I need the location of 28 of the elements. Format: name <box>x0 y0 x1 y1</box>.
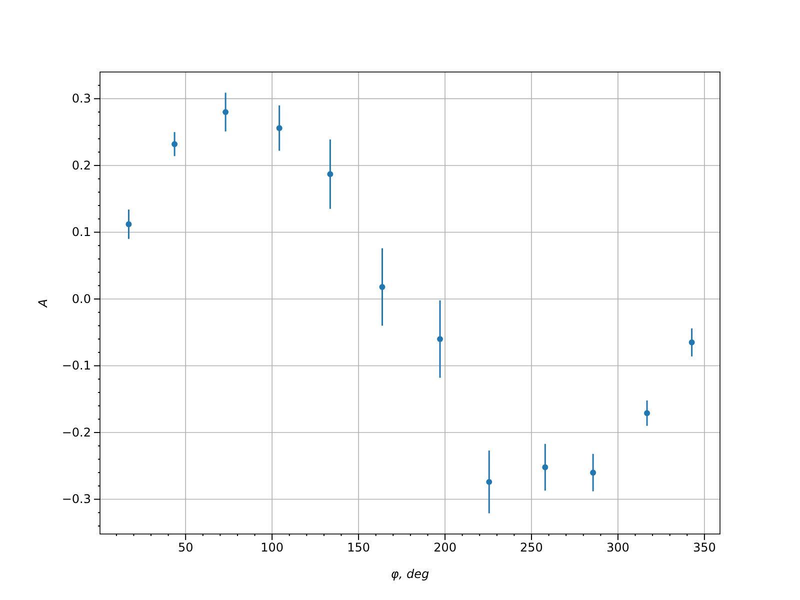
y-tick-label: 0.1 <box>72 225 91 240</box>
y-tick-label: 0.2 <box>72 158 91 172</box>
y-tick-label: −0.2 <box>62 425 91 440</box>
y-tick-label: −0.1 <box>62 358 91 373</box>
x-tick-label: 150 <box>347 540 370 555</box>
y-tick-label: 0.0 <box>72 292 91 306</box>
point <box>486 478 492 485</box>
x-tick-label: 200 <box>434 540 456 555</box>
x-axis-title: φ, deg <box>390 567 430 581</box>
y-tick-label: −0.3 <box>62 492 91 506</box>
point <box>222 109 229 116</box>
x-tick-label: 100 <box>260 540 284 555</box>
point <box>688 339 695 346</box>
y-axis-title: A <box>36 298 50 308</box>
x-tick-label: 300 <box>606 540 630 555</box>
point <box>437 336 443 342</box>
point <box>327 171 334 178</box>
point <box>276 125 282 132</box>
point <box>644 410 650 416</box>
x-tick-label: 50 <box>178 540 194 555</box>
y-tick-label: 0.3 <box>72 92 91 106</box>
point <box>379 284 386 290</box>
point <box>590 470 596 476</box>
point <box>126 221 132 228</box>
x-tick-label: 250 <box>520 540 543 555</box>
point <box>542 464 548 470</box>
point <box>172 141 178 148</box>
x-tick-label: 350 <box>692 540 716 555</box>
